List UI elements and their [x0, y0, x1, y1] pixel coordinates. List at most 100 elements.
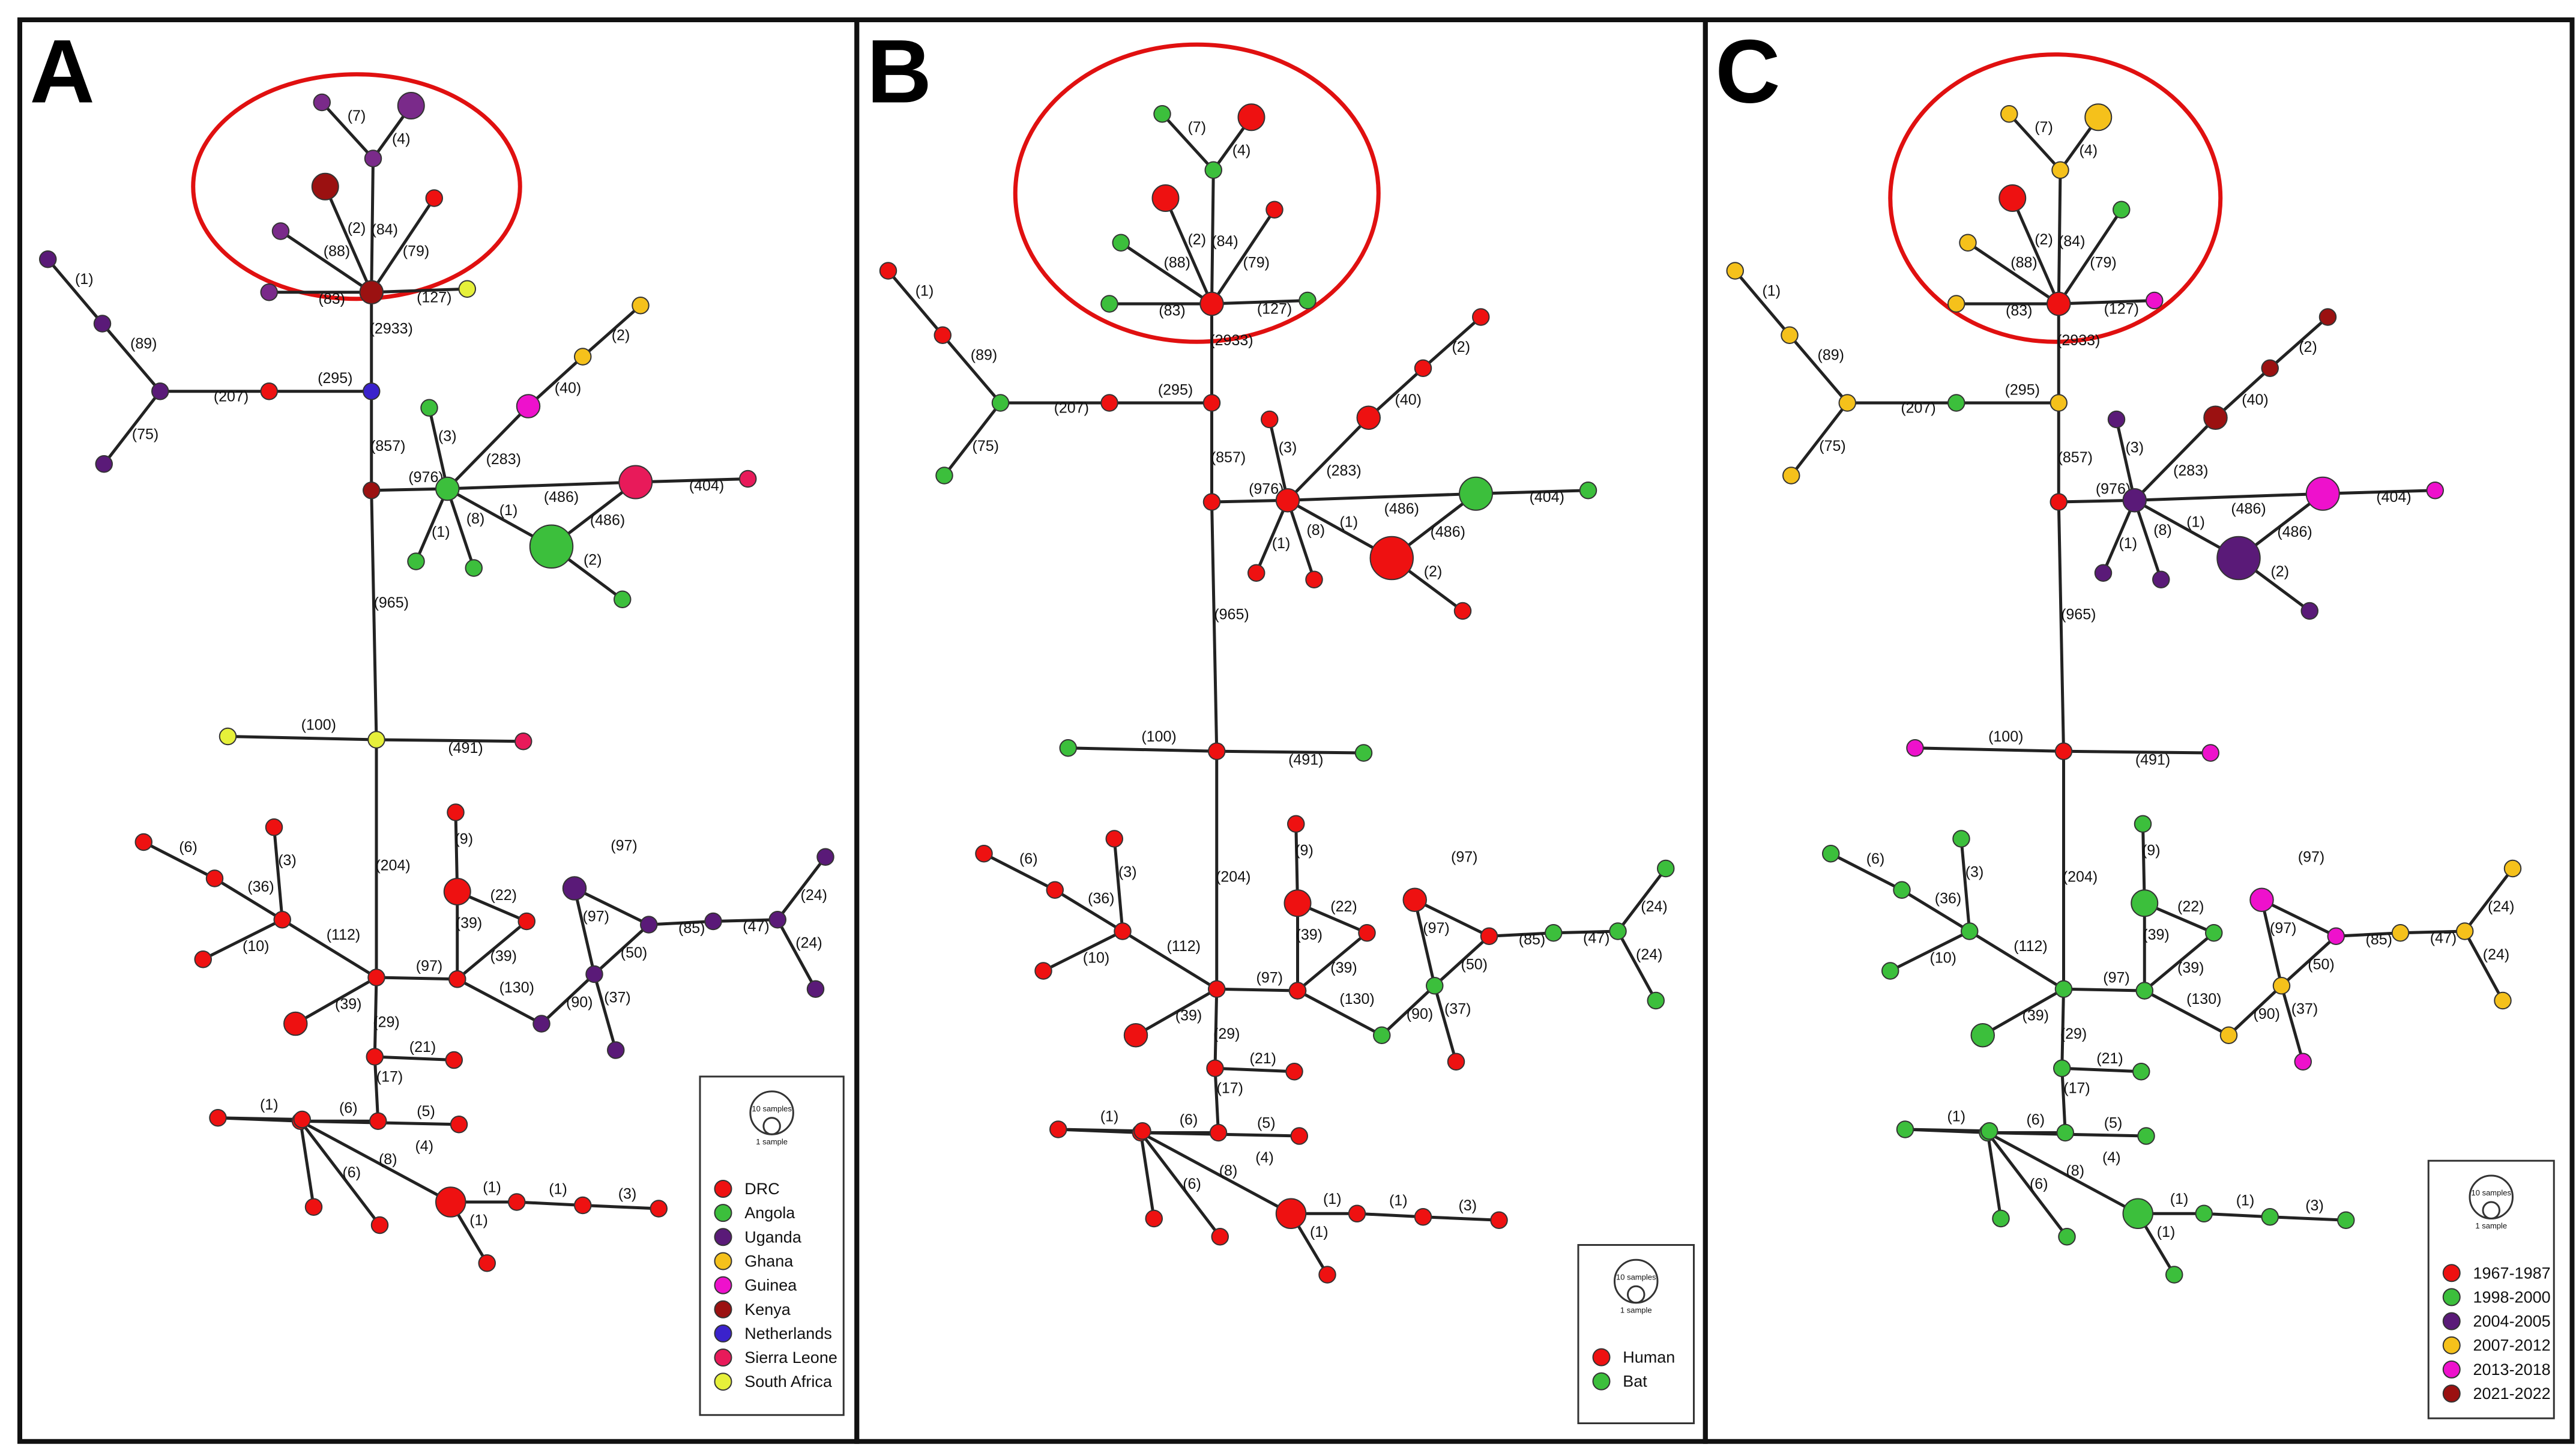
haplotype-node	[2053, 1059, 2071, 1077]
legend-swatch	[714, 1324, 732, 1343]
legend: 10 samples 1 sample Human Bat	[1577, 1244, 1695, 1424]
network-edge	[2060, 1068, 2067, 1133]
mutation-label: (90)	[2254, 1006, 2280, 1023]
network-edge	[371, 287, 468, 294]
network-edge	[1210, 170, 1215, 304]
haplotype-node	[574, 1196, 592, 1215]
mutation-label: (8)	[1219, 1162, 1238, 1179]
mutation-label: (6)	[1183, 1176, 1201, 1192]
haplotype-node	[1356, 405, 1381, 430]
network-edge	[1120, 241, 1213, 306]
mutation-label: (9)	[454, 830, 473, 847]
mutation-label: (89)	[1818, 347, 1844, 364]
haplotype-node	[1647, 991, 1665, 1010]
mutation-label: (39)	[2143, 926, 2169, 943]
mutation-label: (88)	[324, 243, 350, 259]
haplotype-node	[1305, 570, 1323, 588]
haplotype-node	[1105, 830, 1123, 848]
legend-entry-label: Ghana	[744, 1252, 794, 1270]
network-edge	[1140, 1131, 1292, 1215]
mutation-label: (112)	[2013, 938, 2048, 955]
legend-swatch	[714, 1373, 732, 1391]
haplotype-node	[2056, 1123, 2074, 1142]
network-edge	[1734, 270, 1791, 336]
network-edge	[1296, 931, 1368, 992]
haplotype-node	[313, 93, 331, 112]
haplotype-node	[1579, 482, 1597, 500]
mutation-label: (2)	[2035, 231, 2053, 248]
haplotype-node	[514, 733, 532, 751]
mutation-label: (29)	[373, 1014, 399, 1031]
mutation-label: (24)	[2483, 946, 2509, 963]
mutation-label: (3)	[1118, 863, 1137, 880]
haplotype-node	[367, 731, 385, 749]
haplotype-node	[450, 1116, 468, 1134]
mutation-label: (21)	[409, 1039, 436, 1056]
mutation-label: (1)	[1947, 1108, 1965, 1125]
mutation-label: (5)	[2104, 1114, 2123, 1131]
mutation-label: (10)	[243, 938, 269, 955]
haplotype-node	[443, 878, 471, 905]
haplotype-node	[607, 1041, 625, 1059]
network-edge	[2269, 316, 2329, 370]
mutation-label: (79)	[2090, 255, 2116, 271]
haplotype-node	[134, 833, 152, 851]
haplotype-node	[364, 150, 382, 168]
haplotype-node	[2054, 742, 2073, 760]
mutation-label: (4)	[415, 1138, 433, 1155]
mutation-label: (24)	[1636, 946, 1662, 963]
haplotype-node	[1283, 889, 1312, 917]
haplotype-node	[1490, 1211, 1508, 1229]
network-edge	[2280, 985, 2305, 1062]
haplotype-node	[1208, 980, 1226, 998]
haplotype-node	[2272, 977, 2291, 995]
haplotype-node	[1208, 742, 1226, 760]
mutation-label: (204)	[2063, 869, 2098, 886]
haplotype-node	[2205, 924, 2223, 942]
mutation-label: (85)	[1519, 931, 1545, 948]
haplotype-node	[816, 848, 834, 866]
haplotype-node	[369, 1112, 387, 1130]
haplotype-node	[508, 1193, 526, 1211]
haplotype-node	[640, 916, 658, 934]
mutation-label: (1)	[469, 1212, 488, 1229]
network-edge	[2204, 1212, 2270, 1219]
network-edge	[445, 488, 475, 569]
legend-swatch	[714, 1276, 732, 1294]
network-edge	[635, 477, 748, 484]
legend-entry-label: 2021-2022	[2473, 1385, 2551, 1403]
haplotype-node	[2294, 1053, 2312, 1071]
haplotype-node	[2337, 1211, 2355, 1229]
mutation-label: (36)	[1088, 890, 1114, 907]
haplotype-node	[367, 968, 385, 986]
haplotype-node	[2165, 1266, 2183, 1284]
network-edge	[1216, 749, 1364, 755]
haplotype-node	[194, 950, 212, 968]
mutation-label: (207)	[1901, 400, 1935, 417]
mutation-label: (8)	[466, 510, 485, 527]
mutation-label: (2)	[348, 220, 366, 237]
mutation-label: (50)	[621, 944, 647, 961]
legend-entry-label: 2007-2012	[2473, 1337, 2551, 1355]
mutation-label: (97)	[1451, 849, 1477, 866]
mutation-label: (283)	[486, 451, 521, 468]
haplotype-node	[2054, 980, 2073, 998]
haplotype-node	[39, 250, 57, 268]
haplotype-node	[2000, 105, 2018, 123]
mutation-label: (90)	[566, 994, 593, 1011]
network-edge	[2007, 113, 2062, 171]
mutation-label: (4)	[392, 130, 411, 147]
mutation-label: (3)	[2125, 440, 2144, 456]
network-edge	[1423, 1215, 1500, 1222]
network-edge	[2057, 208, 2123, 305]
network-edge	[516, 1200, 583, 1207]
haplotype-node	[1100, 295, 1118, 313]
haplotype-node	[445, 1051, 463, 1069]
legend-swatch	[2442, 1360, 2461, 1379]
haplotype-node	[2300, 602, 2318, 620]
size-key-small-label: 1 sample	[2475, 1221, 2507, 1230]
haplotype-node	[1447, 1053, 1465, 1071]
haplotype-node	[1726, 262, 1744, 280]
network-edge	[446, 405, 529, 490]
mutation-label: (2933)	[370, 321, 413, 337]
